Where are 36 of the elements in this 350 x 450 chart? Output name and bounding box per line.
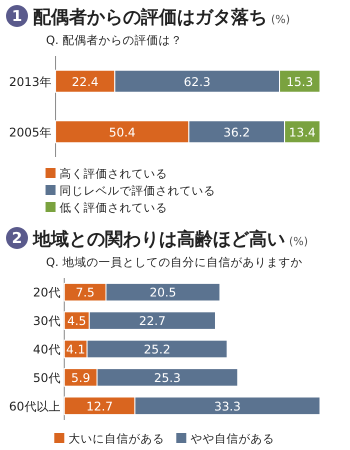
legend-label: 低く評価されている	[60, 200, 168, 214]
data-label: 25.3	[154, 370, 181, 385]
data-label: 25.2	[144, 342, 170, 356]
data-label: 15.3	[286, 74, 314, 89]
y-tick-label: 30代	[33, 314, 60, 328]
text: (%)	[271, 13, 290, 26]
y-tick-label: 2013年	[9, 74, 52, 89]
data-label: 4.5	[67, 314, 86, 328]
data-label: 22.7	[139, 314, 166, 328]
data-label: 33.3	[214, 399, 241, 414]
y-tick-label: 50代	[33, 370, 60, 385]
legend-label: 同じレベルで評価されている	[60, 184, 216, 198]
legend-label: 高く評価されている	[60, 166, 168, 180]
chart-title: 配偶者からの評価はガタ落ち	[33, 7, 267, 28]
data-label: 12.7	[86, 399, 113, 414]
data-label: 20.5	[150, 286, 176, 300]
data-label: 4.1	[66, 342, 86, 356]
data-label: 36.2	[223, 125, 250, 140]
y-tick-label: 20代	[33, 286, 60, 300]
y-tick-label: 40代	[33, 342, 60, 356]
legend-label: 大いに自信がある	[68, 432, 164, 446]
data-label: 5.9	[71, 370, 90, 385]
chart-subtitle: Q. 配偶者からの評価は？	[46, 33, 182, 47]
data-label: 22.4	[72, 74, 99, 89]
y-tick-label: 2005年	[9, 125, 52, 140]
data-label: 62.3	[184, 74, 211, 89]
text: 1	[12, 7, 22, 25]
text: 2	[12, 229, 22, 247]
legend-label: やや自信がある	[190, 432, 274, 446]
text: (%)	[289, 235, 308, 248]
data-label: 7.5	[76, 286, 95, 300]
data-label: 50.4	[108, 125, 136, 140]
data-label: 13.4	[288, 125, 316, 140]
chart-subtitle: Q. 地域の一員としての自分に自信がありますか	[46, 255, 302, 269]
y-tick-label: 60代以上	[9, 399, 60, 414]
chart-title: 地域との関わりは高齢ほど高い	[32, 229, 285, 250]
